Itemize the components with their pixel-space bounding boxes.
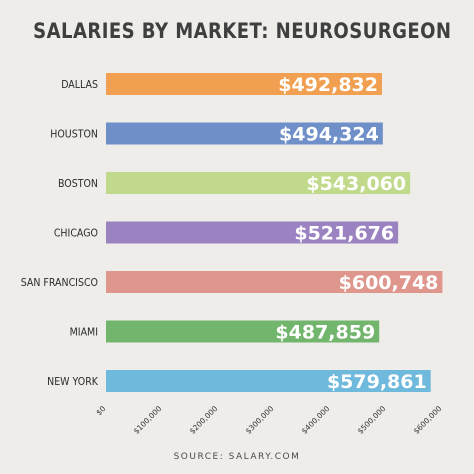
x-tick-label: $600,000 bbox=[412, 404, 444, 436]
bar bbox=[106, 221, 399, 244]
source-note: SOURCE: SALARY.COM bbox=[173, 452, 301, 462]
value-label: $494,324 bbox=[279, 124, 379, 146]
x-tick-label: $500,000 bbox=[356, 404, 388, 436]
category-label: CHICAGO bbox=[54, 227, 98, 240]
value-label: $521,676 bbox=[294, 223, 394, 245]
category-label: NEW YORK bbox=[47, 375, 98, 388]
category-label: DALLAS bbox=[61, 78, 98, 91]
value-label: $579,861 bbox=[327, 371, 427, 393]
bar bbox=[106, 73, 382, 95]
value-label: $600,748 bbox=[339, 272, 439, 294]
bar bbox=[106, 320, 380, 343]
x-tick-label: $0 bbox=[94, 404, 107, 417]
category-label: MIAMI bbox=[70, 326, 98, 339]
value-label: $543,060 bbox=[306, 173, 406, 195]
x-tick-label: $200,000 bbox=[188, 404, 220, 436]
value-label: $492,832 bbox=[278, 74, 378, 96]
bar bbox=[106, 172, 411, 194]
category-label: BOSTON bbox=[58, 177, 98, 190]
x-tick-label: $300,000 bbox=[244, 404, 276, 436]
category-label: SAN FRANCISCO bbox=[21, 276, 98, 289]
x-tick-label: $400,000 bbox=[300, 404, 332, 436]
category-label: HOUSTON bbox=[50, 128, 98, 141]
bar bbox=[106, 370, 431, 392]
x-tick-label: $100,000 bbox=[132, 404, 164, 436]
chart-title: SALARIES BY MARKET: NEUROSURGEON bbox=[33, 19, 452, 43]
value-label: $487,859 bbox=[275, 322, 375, 344]
bar bbox=[106, 271, 443, 293]
bar bbox=[106, 122, 383, 145]
